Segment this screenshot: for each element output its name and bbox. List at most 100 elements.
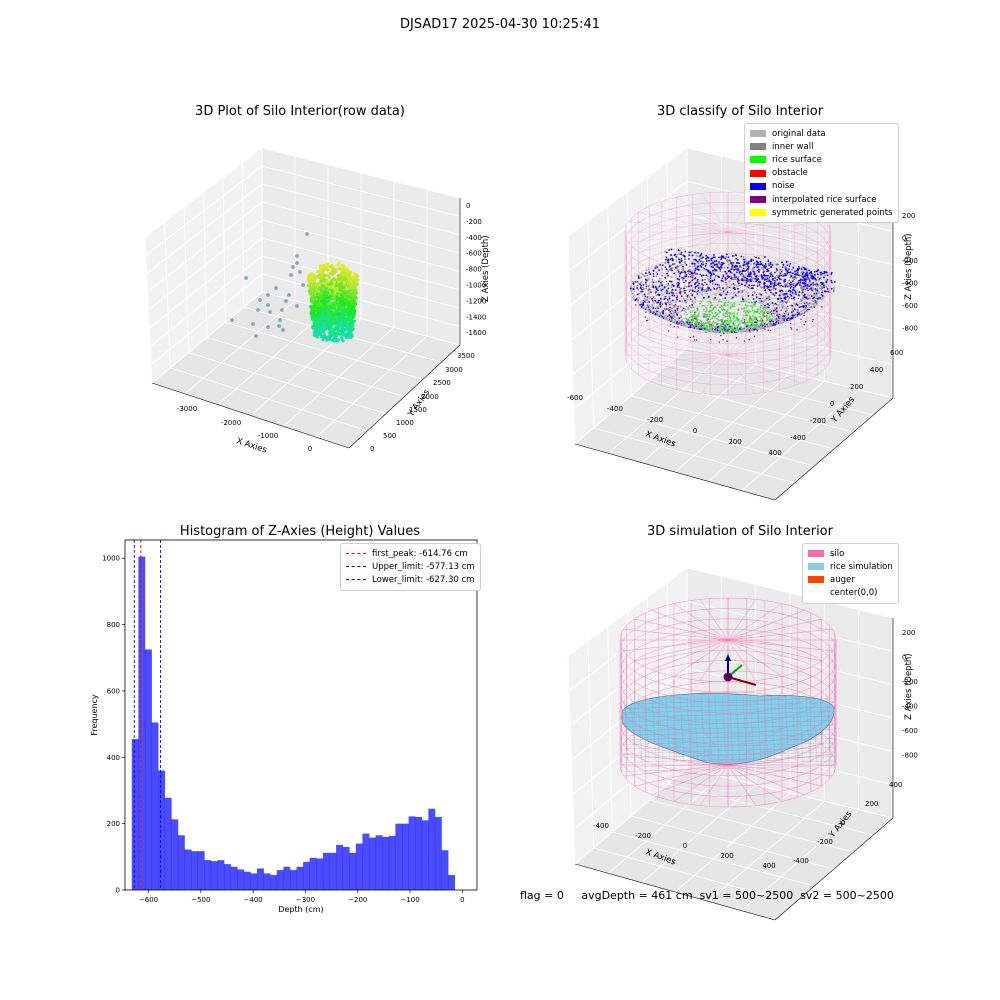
classified-point bbox=[647, 277, 650, 280]
classified-point bbox=[751, 325, 753, 327]
classified-point bbox=[771, 277, 774, 280]
classified-point bbox=[717, 275, 719, 278]
classified-point bbox=[695, 259, 698, 262]
classified-point bbox=[695, 339, 698, 341]
classified-point bbox=[774, 308, 776, 311]
classified-point bbox=[661, 315, 664, 318]
classified-point bbox=[657, 301, 660, 304]
classified-point bbox=[694, 313, 696, 316]
classified-point bbox=[670, 303, 673, 305]
classified-point bbox=[693, 271, 696, 274]
classified-point bbox=[659, 314, 662, 316]
classified-point bbox=[662, 287, 665, 290]
classified-point bbox=[800, 309, 803, 312]
classified-point bbox=[764, 289, 767, 292]
classified-point bbox=[782, 285, 784, 288]
scatter-point bbox=[266, 293, 270, 297]
classified-point bbox=[808, 281, 811, 284]
classified-point bbox=[729, 321, 732, 323]
classified-point bbox=[785, 274, 787, 277]
classified-point bbox=[812, 319, 814, 321]
classified-point bbox=[722, 274, 725, 277]
classified-point bbox=[644, 298, 647, 301]
classified-point bbox=[726, 277, 729, 280]
classified-point bbox=[712, 256, 715, 259]
classified-point bbox=[675, 283, 678, 286]
classified-point bbox=[766, 303, 768, 306]
raw-z-axis-label: Z Axies (Depth) bbox=[481, 235, 491, 302]
classified-point bbox=[776, 303, 778, 306]
classified-point bbox=[755, 256, 758, 259]
classified-point bbox=[745, 260, 748, 263]
classified-point bbox=[682, 307, 685, 310]
scatter-point bbox=[314, 295, 318, 300]
classified-point bbox=[817, 290, 820, 293]
classified-point bbox=[669, 258, 672, 261]
classified-point bbox=[718, 293, 721, 296]
classified-point bbox=[815, 294, 818, 296]
classified-point bbox=[711, 271, 714, 274]
classified-point bbox=[753, 335, 756, 337]
classified-point bbox=[769, 275, 772, 278]
scatter-point bbox=[352, 305, 356, 309]
classified-point bbox=[645, 296, 648, 298]
classified-point bbox=[803, 275, 806, 277]
classified-point bbox=[705, 254, 708, 257]
classified-point bbox=[722, 314, 725, 317]
classified-point bbox=[727, 304, 729, 307]
classified-point bbox=[735, 271, 738, 274]
classified-point bbox=[737, 291, 740, 293]
classified-point bbox=[784, 298, 787, 300]
classified-point bbox=[641, 288, 643, 291]
classified-point bbox=[665, 305, 668, 308]
classified-point bbox=[678, 261, 681, 264]
scatter-point bbox=[312, 281, 317, 285]
classified-point bbox=[691, 300, 694, 303]
classified-point bbox=[830, 279, 833, 282]
classified-point bbox=[775, 323, 778, 326]
classified-point bbox=[743, 310, 746, 312]
classified-point bbox=[725, 325, 728, 328]
classified-point bbox=[755, 310, 758, 313]
classified-point bbox=[811, 299, 814, 302]
classified-point bbox=[715, 294, 717, 297]
classified-point bbox=[716, 283, 719, 286]
classified-point bbox=[726, 291, 729, 293]
classified-point bbox=[785, 306, 787, 309]
classified-point bbox=[807, 298, 809, 300]
wire-spoke bbox=[655, 231, 729, 261]
classified-point bbox=[791, 280, 794, 283]
scatter-point bbox=[338, 332, 342, 336]
classified-point bbox=[671, 267, 674, 270]
classified-point bbox=[645, 272, 647, 274]
classified-point bbox=[796, 283, 799, 286]
scatter-point bbox=[335, 320, 339, 324]
scatter-point bbox=[307, 275, 311, 280]
classified-point bbox=[666, 269, 669, 272]
classified-point bbox=[750, 259, 752, 262]
classified-point bbox=[660, 290, 663, 293]
classified-point bbox=[780, 297, 783, 300]
classified-point bbox=[680, 253, 682, 256]
classified-point bbox=[676, 319, 679, 322]
classified-point bbox=[802, 285, 805, 288]
classified-point bbox=[771, 315, 774, 318]
scatter-point bbox=[329, 318, 333, 323]
classified-point bbox=[769, 324, 772, 327]
classified-point bbox=[766, 312, 769, 315]
classified-point bbox=[679, 272, 682, 275]
classified-point bbox=[774, 301, 777, 304]
classified-point bbox=[741, 300, 744, 303]
classified-point bbox=[821, 272, 824, 275]
classified-point bbox=[745, 277, 748, 280]
y-tick-label: 0 bbox=[370, 445, 374, 453]
classified-point bbox=[664, 308, 666, 310]
classified-point bbox=[800, 298, 803, 300]
classified-point bbox=[759, 281, 762, 284]
classified-point bbox=[820, 293, 823, 296]
scatter-point bbox=[320, 283, 325, 288]
grid-line bbox=[222, 177, 226, 323]
classified-point bbox=[735, 276, 737, 278]
classified-point bbox=[736, 287, 739, 290]
classified-point bbox=[750, 301, 753, 304]
